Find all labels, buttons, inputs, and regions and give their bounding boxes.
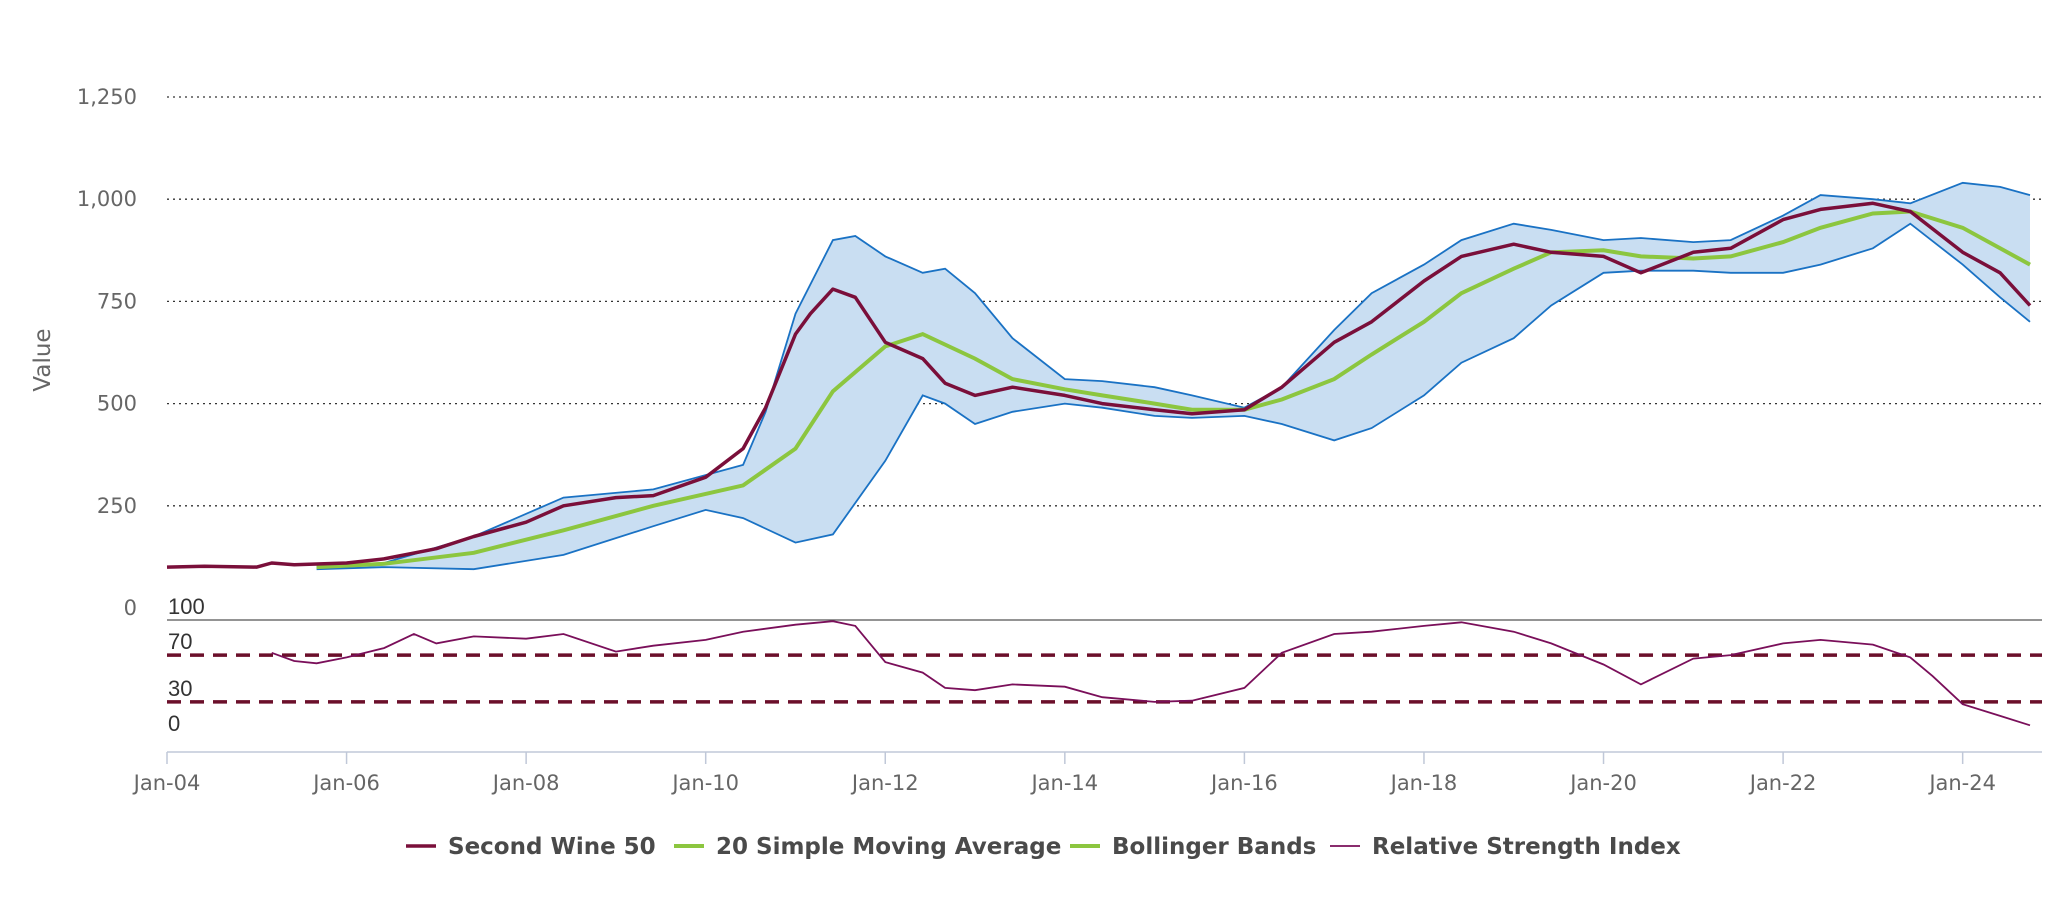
legend: Second Wine 50 20 Simple Moving Average Bo… xyxy=(406,834,1681,860)
series-layer xyxy=(166,201,2032,570)
y-tick-label: 750 xyxy=(97,289,137,313)
y-axis-label: Value xyxy=(30,328,56,391)
x-tick-label: Jan-24 xyxy=(1927,771,1996,795)
bollinger-band-area xyxy=(316,182,2031,570)
x-tick-label: Jan-18 xyxy=(1389,771,1458,795)
bollinger-lower-line xyxy=(316,222,2031,571)
grid-layer xyxy=(167,96,2042,507)
x-tick-label: Jan-12 xyxy=(850,771,919,795)
rsi-tick-label: 0 xyxy=(168,711,180,736)
legend-item-label: Second Wine 50 xyxy=(448,834,656,860)
rsi-line xyxy=(271,620,2031,727)
y-tick-label: 1,250 xyxy=(77,85,137,109)
x-tick-label: Jan-20 xyxy=(1568,771,1637,795)
rsi-tick-label: 100 xyxy=(168,594,205,619)
x-tick-label: Jan-16 xyxy=(1209,771,1278,795)
x-tick-label: Jan-10 xyxy=(670,771,739,795)
price-line xyxy=(166,201,2032,569)
rsi-layer: 0 30 70 100 xyxy=(167,594,2042,736)
rsi-tick-label: 30 xyxy=(168,676,192,701)
x-tick-label: Jan-22 xyxy=(1748,771,1817,795)
y-tick-label: 1,000 xyxy=(77,187,137,211)
y-tick-label: 500 xyxy=(97,392,137,416)
legend-item-label: 20 Simple Moving Average xyxy=(716,834,1061,860)
legend-item-label: Relative Strength Index xyxy=(1372,834,1681,860)
axis-layer: 0 250 500 750 1,000 1,250 Jan-04 Jan-06 Jan-08 Ja… xyxy=(77,85,2042,795)
y-tick-label: 0 xyxy=(124,596,137,620)
legend-item-label: Bollinger Bands xyxy=(1112,834,1316,860)
x-tick-label: Jan-14 xyxy=(1029,771,1098,795)
sma-line xyxy=(316,209,2031,570)
y-tick-label: 250 xyxy=(97,494,137,518)
x-tick-label: Jan-08 xyxy=(491,771,560,795)
bollinger-band-layer xyxy=(316,181,2031,571)
x-tick-label: Jan-06 xyxy=(311,771,380,795)
x-tick-label: Jan-04 xyxy=(132,771,201,795)
rsi-tick-label: 70 xyxy=(168,629,192,654)
